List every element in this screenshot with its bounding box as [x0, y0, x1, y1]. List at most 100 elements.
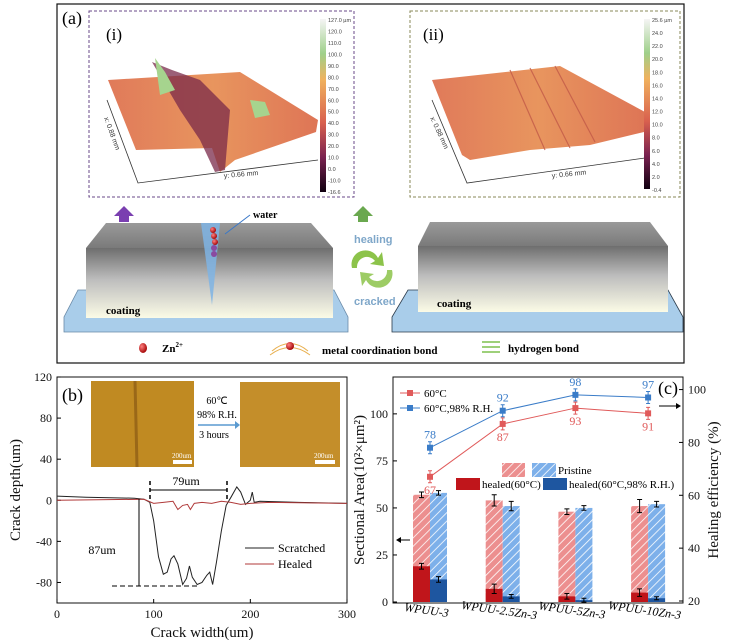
y-tick-label: -40	[36, 534, 52, 548]
y-axis-label: Sectional Area(10²×μm²)	[352, 415, 368, 565]
surface-i-peaks2	[250, 100, 270, 118]
legend-label-healed: Healed	[278, 557, 312, 571]
colorbar-tick-label: -10.0	[328, 179, 341, 185]
y-right-axis-label: Healing efficiency (%)	[706, 421, 722, 558]
legend-swatch-pristine-60	[502, 463, 525, 477]
efficiency-point	[499, 420, 506, 427]
surface-i-label: (i)	[106, 25, 122, 44]
legend-label: 60°C,98% R.H.	[424, 403, 493, 415]
colorbar-tick-label: 12.0	[652, 110, 663, 116]
legend-label-scratched: Scratched	[278, 541, 325, 555]
colorbar-tick-label: 127.0 µm	[328, 18, 351, 24]
y-right-tick-label: 60	[688, 488, 700, 502]
bar-healed	[413, 566, 430, 602]
colorbar-tick-label: 120.0	[328, 29, 342, 35]
healed-coating-block: coating	[391, 222, 684, 333]
surface-ii-mesh	[432, 66, 645, 160]
water-pointer	[224, 214, 251, 235]
b-series	[56, 486, 348, 586]
efficiency-label: 67	[424, 483, 436, 497]
surface-plot-i: (i) x: 0.88 mm y: 0.66 mm 127.0 µm 120.0 1…	[88, 10, 355, 198]
colorbar-tick-label: 80.0	[328, 75, 339, 81]
colorbar-tick-label: 70.0	[328, 87, 339, 93]
surface-i-colorbar	[320, 19, 326, 192]
error-bar	[419, 491, 424, 499]
colorbar-tick-label: 50.0	[328, 110, 339, 116]
series-healed	[56, 498, 348, 511]
colorbar-tick-label: 10.0	[652, 123, 663, 129]
error-bar	[581, 505, 587, 511]
surface-ii-colorbar-ticks: 25.6 µm 24.0 22.0 20.0 18.0 16.0 14.0 12.0 10.0 8…	[652, 18, 672, 194]
colorbar-tick-label: 20.0	[652, 57, 663, 63]
scale-bar-right	[315, 460, 335, 464]
y-right-tick-label: 100	[688, 383, 706, 397]
inset-condition-temp: 60℃	[206, 396, 227, 407]
bar-pristine	[575, 507, 593, 602]
metal-coordination-zn-icon	[286, 342, 294, 350]
colorbar-tick-label: 4.0	[652, 162, 660, 168]
colorbar-tick-label: 90.0	[328, 64, 339, 70]
legend-swatch-healed-rh	[543, 478, 567, 490]
colorbar-tick-label: -0.4	[652, 188, 661, 194]
error-bar	[491, 494, 497, 507]
legend-metal-bond: metal coordination bond	[322, 345, 438, 357]
bar-pristine	[485, 500, 503, 602]
y-tick-label: -80	[36, 575, 52, 589]
x-tick-label: 100	[145, 607, 163, 621]
y-tick-label: 0	[382, 595, 388, 609]
colorbar-tick-label: 0.0	[328, 167, 336, 173]
bar-healed	[631, 592, 649, 602]
right-axis-arrow-icon	[676, 403, 681, 409]
surface-plot-ii: (ii) x: 0.88 mm y: 0.66 mm 25.6 µm24.022…	[409, 10, 681, 198]
y-right-tick-label: 80	[688, 435, 700, 449]
colorbar-tick-label: 22.0	[652, 44, 663, 50]
left-axis-arrow-icon	[396, 537, 401, 543]
efficiency-point	[645, 394, 652, 401]
y-tick-label: 40	[40, 452, 52, 466]
zn-chain	[210, 227, 218, 257]
bar-pristine	[648, 504, 666, 602]
efficiency-line	[429, 407, 649, 478]
bar-healed	[430, 579, 447, 602]
surface-ii-y-axis-label: y: 0.66 mm	[551, 169, 586, 180]
error-bar	[564, 508, 570, 516]
bar-healed	[502, 596, 520, 602]
efficiency-point	[427, 444, 433, 451]
water-label: water	[253, 210, 278, 221]
surface-i-peaks	[155, 58, 175, 95]
surface-ii-label: (ii)	[423, 25, 444, 44]
error-bar	[654, 500, 660, 508]
surface-i-x-axis-label: x: 0.88 mm	[102, 116, 120, 151]
y-tick-label: 75	[376, 454, 388, 468]
error-bar	[436, 490, 441, 496]
surface-i-colorbar-ticks: 127.0 µm 120.0 110.0 100.0 90.0 80.0 70.0 60.0 5…	[328, 18, 351, 196]
legend-zn: Zn2+	[162, 341, 183, 355]
surface-ii-frame	[409, 10, 681, 198]
legend-marker	[407, 390, 413, 396]
error-bar	[508, 593, 514, 599]
legend-swatch-healed-60	[456, 478, 480, 490]
plot-area-c	[392, 376, 684, 604]
surface-ii-ridges	[509, 65, 596, 151]
b-axes: 0 100 200 300 120 80 40 0 -40 -80 Crack width(um) C…	[8, 370, 356, 640]
colorbar-tick-label: 40.0	[328, 121, 339, 127]
colorbar-tick-label: 60.0	[328, 98, 339, 104]
efficiency-label: 92	[497, 391, 509, 405]
zn-ion-icon	[139, 343, 147, 353]
b-legend: Scratched Healed	[245, 541, 325, 571]
efficiency-label: 97	[642, 378, 654, 392]
efficiency-label: 87	[497, 430, 509, 444]
colorbar-tick-label: 24.0	[652, 31, 663, 37]
panel-a-legend: Zn2+ metal coordination bond hydrogen bo…	[139, 341, 579, 357]
arrow-up-purple-icon	[114, 206, 134, 222]
right-block-body	[418, 246, 668, 312]
efficiency-line	[429, 394, 649, 449]
surface-i-y-axis-label: y: 0.66 mm	[224, 170, 259, 180]
colorbar-tick-label: 110.0	[328, 41, 341, 47]
efficiency-point	[572, 405, 579, 412]
colorbar-tick-label: 8.0	[652, 136, 660, 142]
legend-swatch-pristine-rh	[532, 463, 556, 477]
right-block-top	[418, 222, 668, 246]
scale-label-right: 200um	[314, 452, 334, 460]
